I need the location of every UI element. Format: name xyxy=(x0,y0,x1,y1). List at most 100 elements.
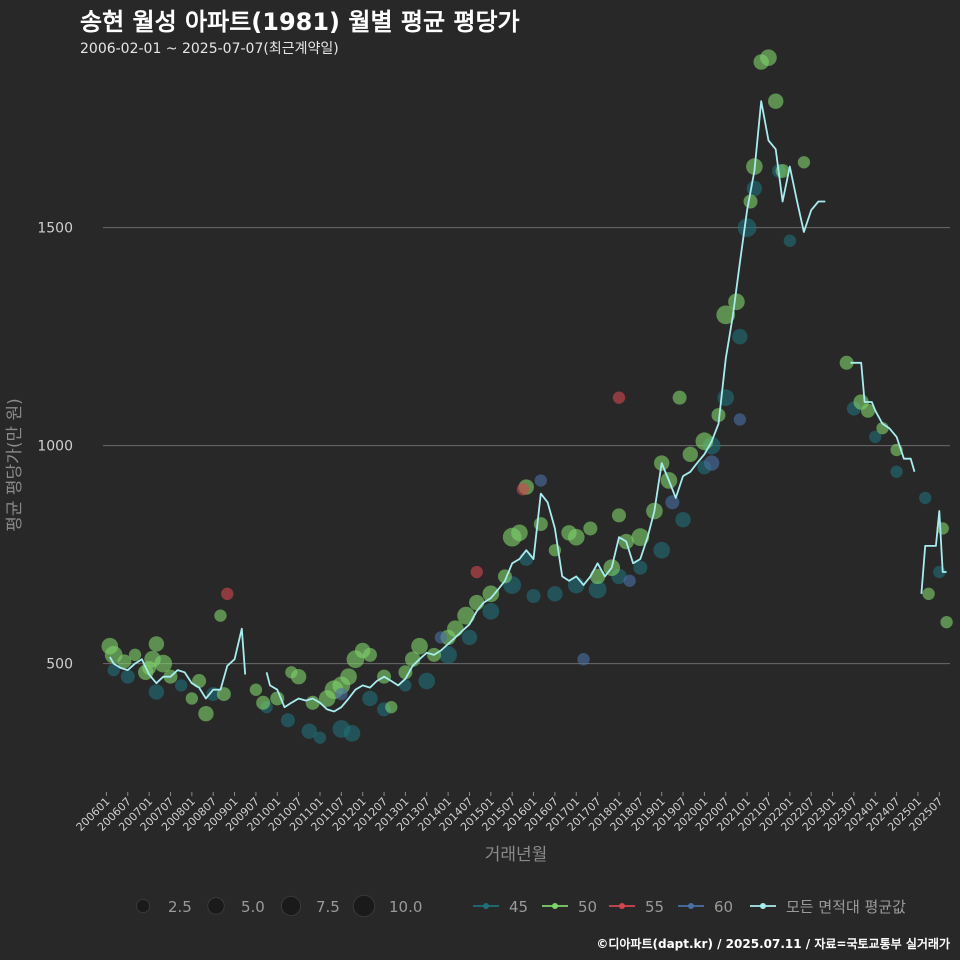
scatter-point-45 xyxy=(482,602,500,620)
color-legend-label: 50 xyxy=(578,898,597,916)
scatter-point-50 xyxy=(797,156,811,169)
scatter-point-50 xyxy=(511,524,528,542)
scatter-point-50 xyxy=(860,403,875,418)
y-axis-label: 평균 평당가(만 원) xyxy=(5,398,25,532)
scatter-point-50 xyxy=(672,390,687,405)
scatter-point-50 xyxy=(940,615,953,629)
scatter-point-45 xyxy=(737,218,757,238)
color-legend-label: 모든 면적대 평균값 xyxy=(786,898,906,916)
scatter-point-50 xyxy=(922,587,935,601)
scatter-point-50 xyxy=(695,432,714,451)
scatter-point-45 xyxy=(461,629,478,646)
scatter-point-50 xyxy=(411,637,428,655)
scatter-point-50 xyxy=(128,648,142,662)
scatter-point-45 xyxy=(890,465,903,478)
scatter-point-50 xyxy=(482,585,500,603)
scatter-point-55 xyxy=(516,483,530,496)
scatter-point-45 xyxy=(746,180,763,197)
color-legend-dot xyxy=(688,903,694,909)
average-price-line xyxy=(920,510,947,594)
scatter-point-45 xyxy=(148,684,165,700)
scatter-point-45 xyxy=(588,580,607,599)
source-caption: ©디아파트(dapt.kr) / 2025.07.11 / 자료=국토교통부 실… xyxy=(596,936,950,951)
scatter-point-50 xyxy=(743,194,758,209)
size-legend-circle xyxy=(280,895,302,917)
scatter-point-60 xyxy=(623,574,636,587)
scatter-point-50 xyxy=(711,408,726,423)
y-tick-label: 1500 xyxy=(37,221,73,237)
scatter-point-50 xyxy=(214,609,227,622)
scatter-point-60 xyxy=(733,413,747,426)
scatter-point-45 xyxy=(301,723,318,739)
scatter-point-45 xyxy=(633,560,648,575)
scatter-point-50 xyxy=(469,594,485,611)
color-legend-label: 55 xyxy=(645,898,664,916)
average-price-line xyxy=(109,627,247,700)
scatter-point-50 xyxy=(583,521,598,536)
color-legend-label: 45 xyxy=(509,898,528,916)
scatter-point-45 xyxy=(418,672,436,690)
scatter-point-45 xyxy=(120,669,135,684)
size-legend-circle xyxy=(207,897,225,915)
scatter-point-50 xyxy=(256,695,271,710)
legend: 2.5 5.0 7.5 10.0 45 50 55 60 모든 면적대 평균값 xyxy=(135,894,906,918)
scatter-point-50 xyxy=(589,568,606,585)
scatter-point-50 xyxy=(682,446,699,463)
scatter-point-45 xyxy=(280,713,295,728)
scatter-point-50 xyxy=(290,668,307,685)
scatter-point-50 xyxy=(398,665,413,680)
scatter-point-45 xyxy=(343,725,361,742)
scatter-point-45 xyxy=(675,512,691,528)
scatter-point-50 xyxy=(716,305,736,325)
scatter-points xyxy=(101,49,953,744)
scatter-point-45 xyxy=(313,731,327,744)
y-tick-labels: 500 1000 1500 xyxy=(37,221,73,673)
scatter-point-45 xyxy=(653,541,671,559)
scatter-point-50 xyxy=(768,93,784,109)
scatter-point-60 xyxy=(577,653,590,666)
y-tick-label: 500 xyxy=(46,657,73,673)
scatter-point-50 xyxy=(148,636,165,652)
size-legend-label: 10.0 xyxy=(389,898,422,916)
scatter-point-45 xyxy=(107,663,120,677)
scatter-point-50 xyxy=(760,49,777,66)
scatter-point-50 xyxy=(270,691,285,706)
scatter-point-50 xyxy=(192,674,207,689)
scatter-point-50 xyxy=(362,647,377,662)
scatter-point-45 xyxy=(732,328,748,345)
scatter-point-50 xyxy=(631,528,650,547)
scatter-point-45 xyxy=(547,586,563,602)
scatter-point-50 xyxy=(457,606,475,625)
color-legend-dot xyxy=(552,903,558,909)
average-price-line xyxy=(850,361,916,473)
scatter-point-50 xyxy=(185,692,199,705)
scatter-point-55 xyxy=(221,587,234,601)
scatter-point-45 xyxy=(439,645,457,664)
y-tick-label: 1000 xyxy=(37,439,73,455)
size-legend-label: 7.5 xyxy=(316,898,340,916)
size-legend-circle xyxy=(135,898,151,914)
scatter-point-60 xyxy=(534,474,547,487)
average-price-line xyxy=(265,100,826,713)
scatter-point-50 xyxy=(117,654,132,669)
scatter-point-50 xyxy=(839,355,854,370)
color-legend-dot xyxy=(483,903,489,909)
scatter-point-50 xyxy=(249,683,263,696)
scatter-point-50 xyxy=(567,528,585,546)
scatter-point-50 xyxy=(340,668,357,685)
scatter-point-45 xyxy=(869,430,882,444)
scatter-point-60 xyxy=(665,495,680,510)
size-legend-label: 5.0 xyxy=(241,898,265,916)
scatter-point-45 xyxy=(919,491,932,505)
scatter-point-45 xyxy=(399,679,412,692)
average-line-group xyxy=(109,100,947,713)
scatter-point-55 xyxy=(612,391,626,404)
scatter-point-45 xyxy=(783,234,797,247)
scatter-point-60 xyxy=(335,687,348,701)
scatter-point-45 xyxy=(519,551,534,566)
scatter-point-45 xyxy=(362,690,378,707)
color-legend-dot xyxy=(760,903,766,909)
x-axis-label: 거래년월 xyxy=(485,845,548,865)
scatter-point-50 xyxy=(385,700,398,714)
